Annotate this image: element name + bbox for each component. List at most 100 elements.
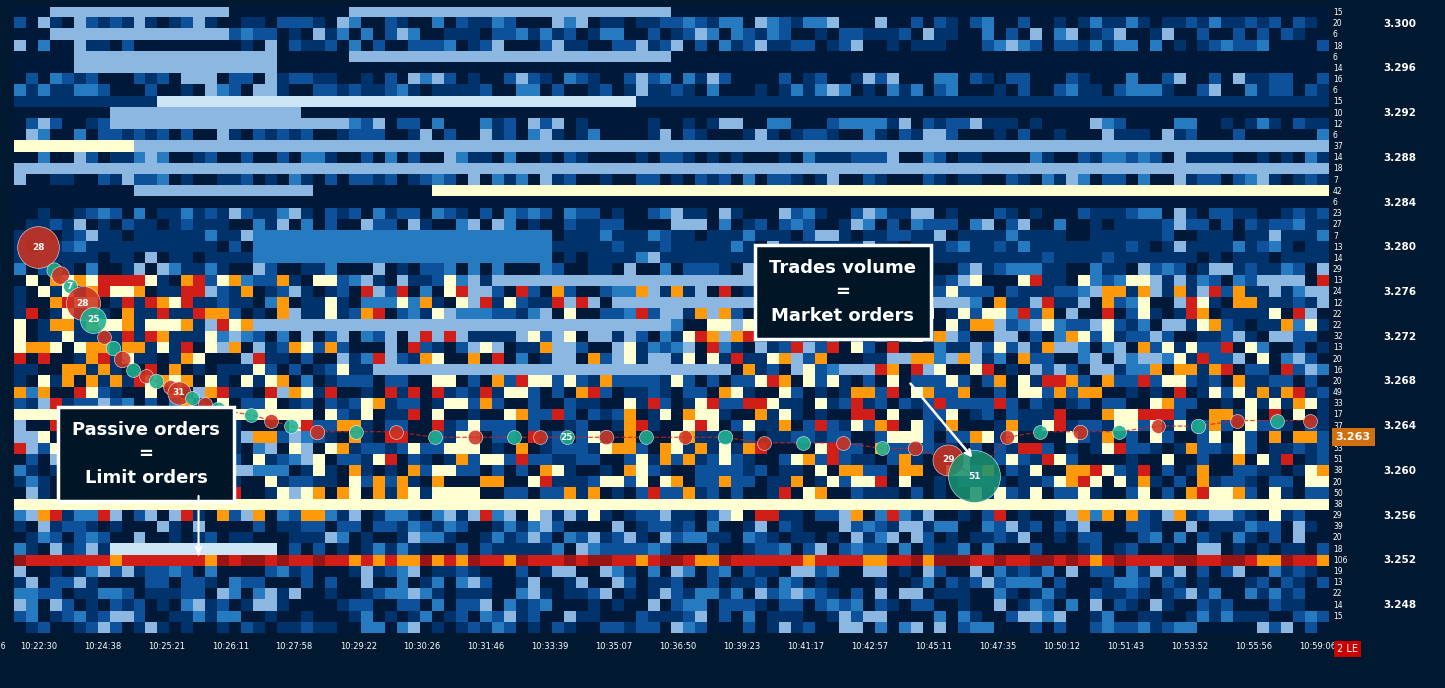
Point <box>831 438 854 449</box>
Text: 29: 29 <box>942 455 954 464</box>
Text: 23: 23 <box>1332 209 1342 218</box>
Text: 42: 42 <box>1332 187 1342 196</box>
Text: 14: 14 <box>1332 153 1342 162</box>
Point <box>42 264 65 275</box>
Point <box>871 443 894 454</box>
Text: 3.268: 3.268 <box>1383 376 1416 387</box>
Text: 12: 12 <box>1332 299 1342 308</box>
Text: 32: 32 <box>1332 332 1342 341</box>
Text: 19: 19 <box>1332 567 1342 576</box>
Text: 12: 12 <box>1332 120 1342 129</box>
Point <box>936 454 959 465</box>
Text: 25: 25 <box>561 433 574 442</box>
Point <box>49 270 72 281</box>
Text: 46: 46 <box>1332 433 1342 442</box>
Point <box>1266 415 1289 426</box>
Point <box>753 438 776 449</box>
Point <box>194 398 217 409</box>
Text: 10:33:39: 10:33:39 <box>532 642 569 651</box>
Text: 14: 14 <box>1332 601 1342 610</box>
Text: 28: 28 <box>77 299 90 308</box>
Text: 10:22:30: 10:22:30 <box>20 642 56 651</box>
Point <box>305 427 328 438</box>
Text: 17: 17 <box>1332 411 1342 420</box>
Text: 18: 18 <box>1332 545 1342 554</box>
Text: 3.248: 3.248 <box>1383 600 1416 610</box>
Point <box>634 432 657 443</box>
Point <box>1298 415 1321 426</box>
Point <box>529 432 552 443</box>
Point <box>1147 420 1170 431</box>
Text: 28: 28 <box>32 243 45 252</box>
Text: 24: 24 <box>1332 288 1342 297</box>
Point <box>26 241 49 252</box>
Text: 51: 51 <box>1332 455 1342 464</box>
Point <box>996 432 1019 443</box>
Text: 38: 38 <box>1332 466 1342 475</box>
Text: 25: 25 <box>87 315 100 325</box>
Point <box>1225 415 1248 426</box>
Point <box>712 432 736 443</box>
Text: 3.284: 3.284 <box>1383 197 1416 208</box>
Text: 10:30:26: 10:30:26 <box>403 642 441 651</box>
Point <box>121 365 144 376</box>
Point <box>259 415 282 426</box>
Point <box>58 281 81 292</box>
Text: 53: 53 <box>1332 444 1342 453</box>
Text: Trades volume
=
Market orders: Trades volume = Market orders <box>769 259 916 325</box>
Text: 33: 33 <box>1332 399 1342 408</box>
Text: 14: 14 <box>1332 254 1342 263</box>
Point <box>673 432 696 443</box>
Point <box>181 393 204 404</box>
Text: 14: 14 <box>1332 64 1342 73</box>
Text: 7: 7 <box>66 282 72 291</box>
Text: 10:35:07: 10:35:07 <box>595 642 633 651</box>
Point <box>168 387 191 398</box>
Point <box>1186 420 1209 431</box>
Point <box>555 432 578 443</box>
Point <box>384 427 407 438</box>
Text: 10:36:50: 10:36:50 <box>659 642 696 651</box>
Text: 6: 6 <box>1332 86 1338 95</box>
Text: 10:42:57: 10:42:57 <box>851 642 889 651</box>
Text: 10:24:38: 10:24:38 <box>84 642 121 651</box>
Text: 10:27:58: 10:27:58 <box>276 642 312 651</box>
Point <box>595 432 618 443</box>
Point <box>1029 427 1052 438</box>
Text: 20: 20 <box>1332 477 1342 486</box>
Text: 10: 10 <box>1332 109 1342 118</box>
Text: 10:45:11: 10:45:11 <box>915 642 952 651</box>
Text: 22: 22 <box>1332 310 1342 319</box>
Text: 16: 16 <box>1332 366 1342 375</box>
Text: 15: 15 <box>1332 8 1342 17</box>
Point <box>92 331 116 342</box>
Point <box>792 438 815 449</box>
Text: 7: 7 <box>1332 232 1338 241</box>
Text: 10:59:06: 10:59:06 <box>1299 642 1337 651</box>
Text: 7: 7 <box>1332 175 1338 184</box>
Point <box>207 404 230 415</box>
Text: 13: 13 <box>1332 578 1342 587</box>
Point <box>279 420 302 431</box>
Point <box>158 381 181 392</box>
Point <box>101 343 124 354</box>
Point <box>1068 427 1091 438</box>
Text: 13: 13 <box>1332 277 1342 286</box>
Point <box>111 354 134 365</box>
Text: 37: 37 <box>1332 142 1342 151</box>
Text: 6: 6 <box>1332 53 1338 62</box>
Text: 10:26:11: 10:26:11 <box>211 642 249 651</box>
Text: 2 LE: 2 LE <box>1337 644 1358 654</box>
Text: 3.276: 3.276 <box>1383 287 1416 297</box>
Text: 106: 106 <box>1332 556 1348 565</box>
Text: 18: 18 <box>1332 41 1342 50</box>
Point <box>903 443 926 454</box>
Point <box>134 370 158 381</box>
Text: 22: 22 <box>1332 321 1342 330</box>
Text: 10:29:22: 10:29:22 <box>340 642 377 651</box>
Text: 10:51:43: 10:51:43 <box>1107 642 1144 651</box>
Text: 31: 31 <box>172 388 185 397</box>
Text: 16: 16 <box>1332 75 1342 84</box>
Text: 20: 20 <box>1332 377 1342 386</box>
Text: 51: 51 <box>968 472 981 481</box>
